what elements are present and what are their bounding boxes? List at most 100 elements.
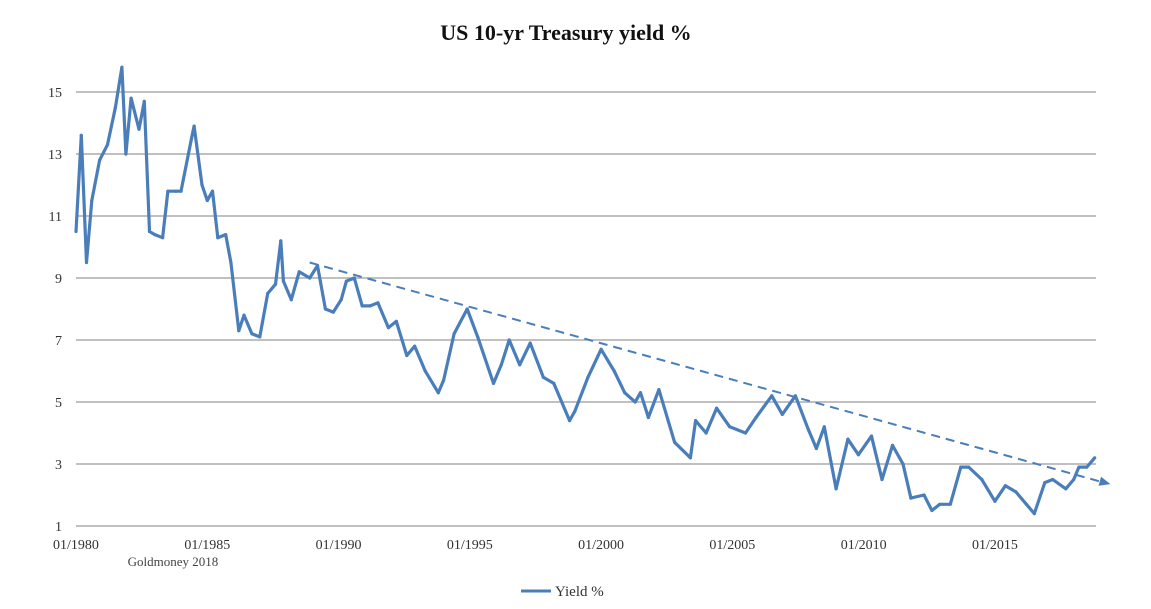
trendline [309, 261, 1103, 484]
data-point [688, 456, 692, 460]
data-point [715, 406, 719, 410]
data-point [938, 502, 942, 506]
x-tick-label: 01/1980 [53, 538, 99, 553]
data-point [633, 400, 637, 404]
data-point [754, 415, 758, 420]
data-point [909, 496, 913, 500]
data-point [507, 338, 511, 342]
data-point [856, 453, 860, 457]
series-layer [74, 65, 1111, 516]
data-point [869, 434, 874, 438]
data-point [120, 65, 124, 69]
data-point [250, 332, 254, 336]
data-point [541, 375, 545, 379]
data-point [646, 415, 650, 420]
source-note: Goldmoney 2018 [128, 554, 219, 569]
data-point [105, 143, 110, 147]
data-point [452, 332, 456, 336]
chart-title: US 10-yr Treasury yield % [440, 20, 691, 45]
data-point [552, 381, 556, 385]
y-tick-label: 1 [55, 520, 62, 535]
data-point [386, 326, 391, 330]
data-point [441, 378, 446, 382]
data-point [948, 502, 952, 506]
data-point [98, 158, 102, 162]
data-point [147, 229, 152, 234]
data-point [323, 307, 328, 311]
x-tick-label: 01/2005 [709, 538, 755, 553]
data-point [491, 381, 496, 385]
gridlines [76, 91, 1096, 527]
y-tick-label: 13 [48, 148, 62, 163]
data-point [266, 291, 270, 296]
data-point [413, 344, 417, 348]
data-point [704, 431, 708, 435]
data-point [967, 465, 971, 469]
data-point [1077, 465, 1081, 469]
data-point [224, 233, 228, 237]
data-point [1051, 477, 1055, 482]
data-point [922, 493, 926, 497]
data-point [308, 276, 312, 280]
data-point [567, 419, 572, 423]
data-point [1032, 511, 1036, 516]
data-point [657, 388, 661, 392]
y-tick-label: 11 [49, 210, 62, 225]
data-point [242, 313, 246, 317]
y-tick-label: 3 [55, 458, 62, 473]
data-point [216, 236, 220, 240]
y-tick-label: 9 [55, 272, 62, 287]
data-point [780, 412, 784, 416]
data-point [205, 198, 209, 203]
data-point [229, 260, 233, 265]
y-tick-label: 7 [55, 334, 62, 349]
series-line-yield [74, 65, 1096, 516]
data-point [423, 369, 427, 373]
data-point [79, 133, 83, 137]
data-point [137, 127, 141, 131]
data-point [153, 233, 157, 237]
data-point [74, 229, 78, 234]
data-point [743, 431, 748, 435]
data-point [1043, 481, 1047, 485]
data-point [573, 409, 577, 413]
data-point [179, 189, 183, 193]
data-point [1014, 490, 1018, 494]
trendline-arrowhead [1098, 476, 1111, 486]
data-point [113, 105, 117, 110]
data-point [360, 304, 364, 308]
data-point [599, 347, 603, 351]
x-tick-label: 01/1990 [316, 538, 362, 553]
data-point [352, 276, 356, 280]
data-point [476, 335, 480, 339]
data-point [142, 99, 146, 103]
data-point [129, 96, 133, 100]
data-point [806, 428, 811, 432]
data-point [465, 307, 469, 311]
x-tick-label: 01/1995 [447, 538, 493, 553]
data-point [281, 279, 286, 283]
data-point [84, 260, 89, 265]
x-tick-label: 01/1985 [184, 538, 230, 553]
data-point [959, 465, 963, 469]
data-point [200, 183, 204, 187]
data-point [161, 236, 165, 240]
data-point [273, 282, 278, 286]
data-point [289, 298, 293, 302]
y-tick-label: 5 [55, 396, 62, 411]
data-point [258, 335, 262, 339]
data-point [890, 443, 895, 447]
data-point [124, 152, 128, 156]
data-point [528, 341, 532, 345]
x-tick-label: 01/2010 [841, 538, 887, 553]
data-point [793, 394, 797, 398]
data-point [166, 189, 170, 193]
data-point [394, 319, 398, 323]
data-point [846, 437, 850, 441]
data-point [339, 298, 343, 302]
legend-label-yield: Yield % [555, 584, 604, 600]
data-point [210, 189, 215, 193]
data-point [728, 425, 732, 429]
